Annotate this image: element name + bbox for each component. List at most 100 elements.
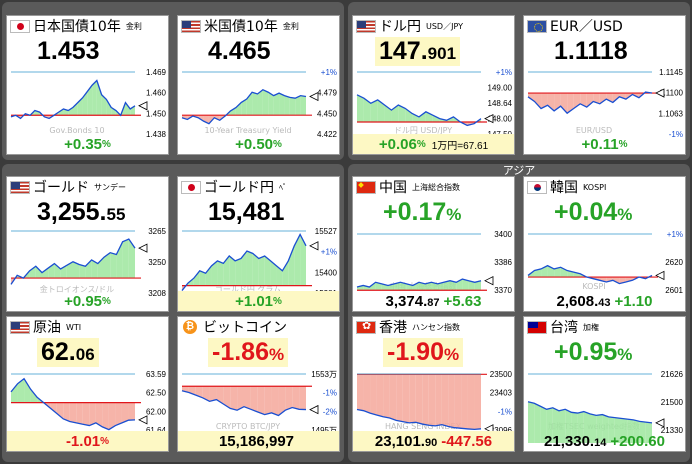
area-segment bbox=[111, 107, 116, 116]
area-segment bbox=[357, 94, 364, 122]
axis-label: 61.64 bbox=[146, 426, 167, 435]
area-segment bbox=[559, 409, 566, 443]
area-segment bbox=[230, 386, 238, 411]
change-value: +1.10 bbox=[614, 292, 653, 310]
card-header: 米国債10年 金利 bbox=[178, 16, 339, 36]
current-price-marker bbox=[138, 243, 148, 253]
area-segment bbox=[412, 113, 419, 122]
area-segment bbox=[534, 93, 542, 109]
market-card-eurusd[interactable]: EUR／USD 1.1118 EUR/USD 1.1145 1.1100 1.1063 -1… bbox=[523, 15, 686, 155]
card-subtitle: 金利 bbox=[282, 21, 299, 31]
area-segment bbox=[289, 97, 296, 116]
price-line bbox=[10, 377, 136, 431]
change-value: +0.50 bbox=[235, 135, 274, 153]
area-segment bbox=[63, 402, 70, 422]
price-line bbox=[356, 408, 482, 431]
card-subtitle: KOSPI bbox=[583, 182, 607, 192]
card-title: EUR／USD bbox=[550, 19, 623, 35]
card-title: 中国 bbox=[379, 180, 407, 196]
current-price-marker bbox=[655, 88, 665, 98]
card-title: ビットコイン bbox=[203, 320, 287, 336]
market-card-korea[interactable]: 韓国 KOSPI +0.04% KOSPI +1% 2620 2601 2,608.43 +1.… bbox=[523, 176, 686, 312]
area-segment bbox=[602, 414, 609, 443]
area-segment bbox=[278, 386, 286, 416]
area-segment bbox=[285, 386, 293, 411]
area-segment bbox=[246, 251, 253, 286]
change-unit: % bbox=[102, 138, 111, 150]
main-value: +0.95% bbox=[554, 338, 632, 367]
area-segment bbox=[428, 374, 436, 426]
price-chart: KOSPI +1% 2620 2601 bbox=[527, 230, 684, 295]
main-value: 3,255.55 bbox=[37, 198, 125, 227]
axis-label: 23500 bbox=[490, 370, 513, 379]
main-value-decimals: % bbox=[268, 345, 285, 364]
market-card-gold[interactable]: ゴールド サンデー 3,255.55 金トロイオンス/ドル 3265 3250 3208 +0… bbox=[6, 176, 169, 312]
market-card-ust10[interactable]: 米国債10年 金利 4.465 10-Year Treasury Yield +1% 4.… bbox=[177, 15, 340, 155]
axis-label: -2% bbox=[323, 407, 337, 416]
axis-label: 1553万 bbox=[311, 370, 337, 379]
chart-watermark: KOSPI bbox=[582, 282, 605, 291]
price-chart: EUR/USD 1.1145 1.1100 1.1063 -1% bbox=[527, 68, 684, 139]
area-segment bbox=[69, 402, 77, 423]
main-value: 1.1118 bbox=[554, 37, 628, 66]
area-segment bbox=[35, 266, 42, 279]
card-title: ゴールド bbox=[33, 180, 89, 196]
area-segment bbox=[79, 264, 86, 279]
area-segment bbox=[229, 255, 236, 286]
area-segment bbox=[383, 374, 390, 418]
card-header: 日本国債10年 金利 bbox=[7, 16, 168, 36]
area-segment bbox=[586, 93, 594, 108]
area-segment bbox=[431, 282, 438, 291]
axis-label: 1.1063 bbox=[659, 109, 684, 118]
area-segment bbox=[125, 102, 131, 116]
axis-label: +1% bbox=[667, 230, 683, 239]
us-flag-icon bbox=[10, 180, 30, 194]
area-segment bbox=[276, 265, 283, 286]
area-segment bbox=[252, 253, 259, 286]
area-segment bbox=[128, 239, 135, 279]
axis-label: 2620 bbox=[665, 258, 683, 267]
area-segment bbox=[565, 409, 572, 443]
area-segment bbox=[437, 282, 444, 291]
japan-flag-icon bbox=[10, 19, 30, 33]
area-segment bbox=[223, 386, 231, 409]
area-segment bbox=[534, 268, 542, 278]
axis-label: 63.59 bbox=[146, 370, 167, 379]
axis-label: 3386 bbox=[494, 258, 512, 267]
axis-label: 1.450 bbox=[146, 109, 167, 118]
area-segment bbox=[102, 402, 109, 430]
area-segment bbox=[571, 412, 578, 443]
market-card-usdjpy[interactable]: ドル円 USD／JPY 147.901 ドル円 USD/JPY +1% 149.00 148… bbox=[352, 15, 515, 155]
market-card-jgb10[interactable]: 日本国債10年 金利 1.453 Gov.Bonds 10 1.469 1.460 1.45… bbox=[6, 15, 169, 155]
card-title: ゴールド円 bbox=[204, 180, 274, 196]
area-segment bbox=[95, 402, 103, 427]
change-value: +0.11 bbox=[581, 135, 619, 153]
area-segment bbox=[17, 378, 25, 403]
area-segment bbox=[645, 422, 652, 443]
area-segment bbox=[205, 265, 212, 286]
axis-label: +1% bbox=[496, 68, 512, 77]
area-segment bbox=[412, 282, 419, 291]
area-segment bbox=[441, 374, 449, 427]
card-header: 韓国 KOSPI bbox=[524, 177, 685, 197]
axis-label: 15527 bbox=[315, 227, 338, 236]
area-segment bbox=[612, 277, 620, 284]
price-line bbox=[527, 264, 653, 285]
change-row: 3,374.87 +5.63 bbox=[353, 291, 514, 311]
area-segment bbox=[85, 259, 92, 279]
card-header: 中国 上海総合指数 bbox=[353, 177, 514, 197]
change-unit: % bbox=[273, 295, 282, 307]
chart-watermark: ドル円 USD/JPY bbox=[394, 126, 452, 135]
card-header: ゴールド円 ﾍﾟ bbox=[178, 177, 339, 197]
area-segment bbox=[244, 386, 251, 410]
axis-label: 1.1145 bbox=[659, 68, 683, 77]
main-value-number: 62. bbox=[41, 338, 76, 366]
area-segment bbox=[235, 102, 242, 116]
area-segment bbox=[363, 374, 371, 414]
market-card-btc[interactable]: ₿ ビットコイン -1.86% CRYPTO BTC/JPY 1553万 -1% -2% 14… bbox=[177, 316, 340, 452]
